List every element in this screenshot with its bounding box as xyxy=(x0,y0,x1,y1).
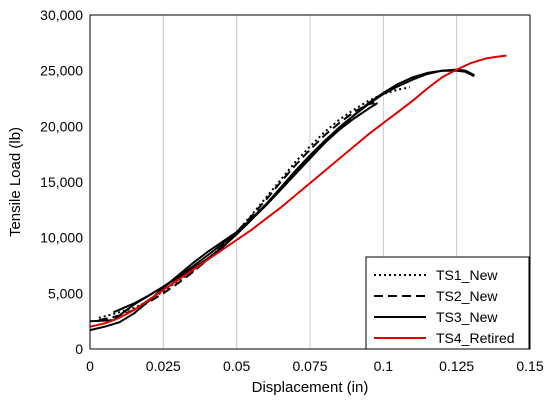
legend-label: TS3_New xyxy=(436,309,498,325)
y-axis-title: Tensile Load (lb) xyxy=(7,127,24,237)
y-tick-label: 20,000 xyxy=(40,118,83,134)
plot-frame xyxy=(89,14,531,350)
legend-label: TS2_New xyxy=(436,288,498,304)
legend-box xyxy=(365,256,530,350)
series-line-ts4-retired xyxy=(89,54,507,328)
y-tick-label: 30,000 xyxy=(40,7,83,23)
y-tick-label: 15,000 xyxy=(40,174,83,190)
legend-label: TS1_New xyxy=(436,267,498,283)
legend: TS1_New TS2_New TS3_New TS4_Retired xyxy=(365,256,530,350)
y-tick-label: 5,000 xyxy=(48,285,83,301)
x-axis-title: Displacement (in) xyxy=(252,379,369,396)
y-tick-label: 10,000 xyxy=(40,230,83,246)
x-tick-label: 0.075 xyxy=(292,358,327,374)
y-tick-label: 25,000 xyxy=(40,63,83,79)
x-tick-label: 0.15 xyxy=(516,358,543,374)
x-tick-label: 0.125 xyxy=(439,358,474,374)
series-line-ts3-new-third-trace xyxy=(113,102,379,314)
series-line-ts1-new xyxy=(98,86,410,319)
x-tick-label: 0.05 xyxy=(223,358,250,374)
x-tick-label: 0.1 xyxy=(374,358,394,374)
legend-label: TS4_Retired xyxy=(436,330,515,346)
series-layer xyxy=(89,54,507,332)
x-tick-label: 0 xyxy=(86,358,94,374)
y-tick-label: 0 xyxy=(75,341,83,357)
tick-layer: 0 0.025 0.05 0.075 0.1 0.125 0.15 0 5,000 10,000 1… xyxy=(40,7,544,374)
x-tick-label: 0.025 xyxy=(146,358,181,374)
